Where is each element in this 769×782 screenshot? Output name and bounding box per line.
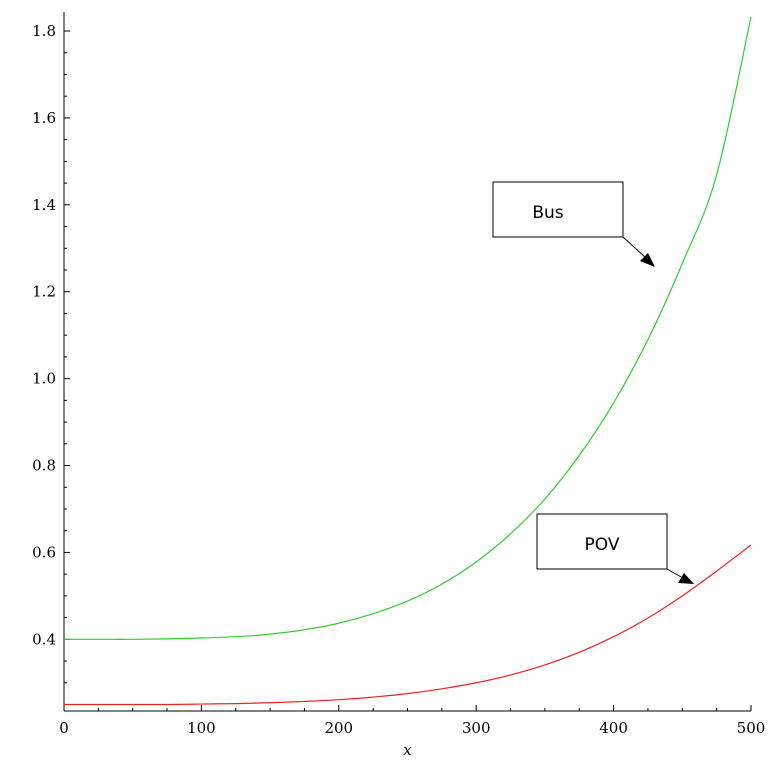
- y-tick-label: 1.0: [32, 370, 56, 388]
- annotation-arrowhead-bus: [640, 253, 655, 267]
- x-tick-label: 100: [187, 719, 216, 737]
- y-tick-label: 0.8: [32, 457, 56, 475]
- y-tick-label: 1.6: [32, 109, 56, 127]
- series-line-bus: [63, 16, 752, 640]
- annotation-box-pov: [536, 513, 668, 570]
- annotations: Bus POV: [492, 181, 694, 584]
- annotation-arrowhead-pov: [678, 573, 694, 584]
- annotation-arrow-pov: [666, 568, 684, 579]
- x-tick-label: 300: [462, 719, 491, 737]
- axes: 0 100 200 300 400 500 0.4 0.6 0.8 1.0 1.2 1.4 1.6 1.8…: [32, 12, 765, 759]
- annotation-label-pov: POV: [585, 535, 620, 555]
- y-tick-label: 1.4: [32, 196, 56, 214]
- x-tick-label: 500: [737, 719, 766, 737]
- series-line-pov: [64, 544, 752, 706]
- annotation-box-bus: [492, 181, 624, 238]
- y-tick-label: 1.2: [32, 283, 56, 301]
- y-tick-label: 1.8: [32, 22, 56, 40]
- annotation-arrow-bus: [622, 236, 647, 259]
- x-tick-label: 200: [324, 719, 353, 737]
- x-tick-label: 0: [59, 719, 69, 737]
- y-tick-label: 0.4: [32, 630, 56, 648]
- annotation-label-bus: Bus: [532, 203, 563, 223]
- x-axis-title: x: [403, 741, 412, 759]
- x-tick-label: 400: [599, 719, 628, 737]
- series-layer: [63, 16, 752, 706]
- y-tick-label: 0.6: [32, 543, 56, 561]
